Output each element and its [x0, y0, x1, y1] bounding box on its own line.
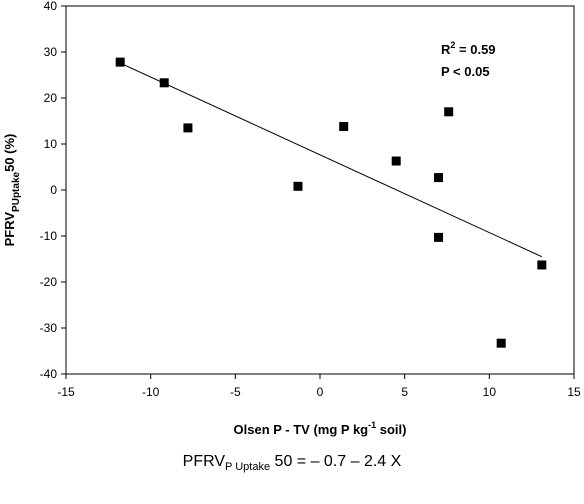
x-tick-label: -5: [230, 385, 241, 399]
p-value-annotation: P < 0.05: [441, 64, 490, 79]
regression-line: [119, 62, 543, 258]
data-point: [444, 107, 454, 117]
data-point: [496, 338, 506, 348]
x-tick-labels: -15 -10 -5 0 5 10 15: [57, 385, 581, 399]
regression-equation: PFRVP Uptake 50 = – 0.7 – 2.4 X: [0, 453, 584, 473]
axis-ticks: [61, 5, 575, 379]
x-tick-label: 5: [401, 385, 408, 399]
data-point: [183, 123, 193, 133]
y-tick-label: 10: [44, 137, 58, 151]
x-axis-title: Olsen P - TV (mg P kg-1 soil): [234, 420, 407, 437]
data-point: [537, 260, 547, 270]
x-tick-label: 15: [567, 385, 581, 399]
data-point: [339, 122, 349, 132]
data-point: [115, 57, 125, 67]
y-tick-label: -20: [40, 275, 58, 289]
y-tick-label: -30: [40, 321, 58, 335]
y-tick-label: 20: [44, 91, 58, 105]
y-tick-label: -10: [40, 229, 58, 243]
data-point: [293, 181, 303, 191]
r-squared-annotation: R2 = 0.59: [441, 40, 496, 57]
x-tick-label: -10: [142, 385, 160, 399]
equation-subscript: P Uptake: [225, 461, 271, 474]
y-tick-label: 30: [44, 45, 58, 59]
y-tick-label: 40: [44, 0, 58, 13]
y-tick-label: 0: [50, 183, 57, 197]
x-tick-label: -15: [57, 385, 75, 399]
plot-frame: [65, 5, 575, 375]
equation-main: PFRV: [182, 453, 226, 470]
data-point: [391, 156, 401, 166]
data-point: [434, 173, 444, 183]
y-axis-title: PFRVPUptake50 (%): [2, 134, 22, 247]
equation-rest: 50 = – 0.7 – 2.4 X: [270, 453, 402, 470]
scatter-chart: -15 -10 -5 0 5 10 15 -40 -30 -20 -10 0 10 20 30 40 R2 …: [2, 0, 581, 437]
x-tick-label: 10: [483, 385, 497, 399]
y-tick-labels: -40 -30 -20 -10 0 10 20 30 40: [40, 0, 58, 381]
data-point: [159, 78, 169, 88]
data-points: [115, 57, 547, 348]
x-tick-label: 0: [317, 385, 324, 399]
data-point: [434, 232, 444, 242]
y-tick-label: -40: [40, 367, 58, 381]
